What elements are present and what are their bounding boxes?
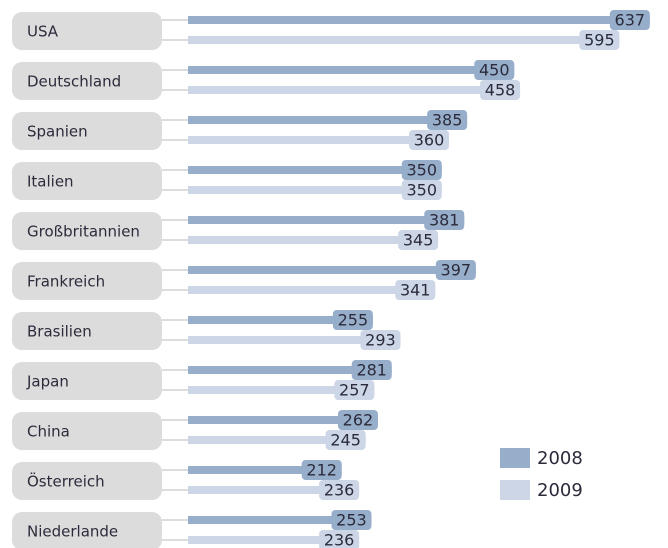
category-pill [12,312,162,350]
value-box [360,330,401,350]
value-label: 212 [306,461,337,480]
value-label: 236 [324,481,355,500]
value-label: 281 [356,361,387,380]
bar [188,236,439,244]
value-label: 257 [339,381,370,400]
category-pill [12,262,162,300]
value-label: 236 [324,531,355,548]
bar [188,286,436,294]
bar [188,66,515,74]
bar [188,416,378,424]
value-box [401,160,442,180]
category-label: Italien [27,173,74,191]
category-pill [12,112,162,150]
category-label: USA [27,23,59,41]
value-box [331,510,372,530]
category-label: Niederlande [27,523,118,541]
category-label: China [27,423,70,441]
bar [188,516,372,524]
category-pill [12,62,162,100]
value-box [609,10,650,30]
category-label: Großbritannien [27,223,140,241]
category-label: Japan [26,373,69,391]
category-pill [12,362,162,400]
value-box [351,360,392,380]
bar [188,486,360,494]
value-box [337,410,378,430]
value-box [319,530,360,548]
bar [188,116,468,124]
bar [188,136,449,144]
value-label: 595 [584,31,615,50]
value-box [435,260,476,280]
bar [188,536,360,544]
legend-swatch [500,480,530,500]
bar [188,36,620,44]
legend-label: 2008 [537,448,583,469]
value-box [480,80,521,100]
bar [188,366,392,374]
value-box [325,430,366,450]
value-label: 341 [400,281,431,300]
bar [188,336,401,344]
value-box [474,60,515,80]
category-label: Frankreich [27,273,105,291]
value-label: 253 [336,511,367,530]
category-pill [12,462,162,500]
value-label: 381 [429,211,460,230]
bar [188,86,521,94]
value-box [424,210,465,230]
value-box [334,380,375,400]
value-label: 293 [365,331,396,350]
value-label: 458 [485,81,516,100]
category-label: Österreich [27,472,105,491]
category-pill [12,162,162,200]
value-box [401,180,442,200]
category-pill [12,412,162,450]
bar [188,166,442,174]
category-label: Spanien [27,123,88,141]
bar [188,216,465,224]
bar [188,266,476,274]
bar [188,386,375,394]
value-box [427,110,468,130]
bar [188,436,366,444]
value-label: 637 [615,11,646,30]
value-label: 350 [406,161,437,180]
category-pill [12,512,162,548]
bar [188,16,650,24]
value-box [395,280,436,300]
category-pill [12,12,162,50]
legend-label: 2009 [537,480,583,501]
bar [188,316,373,324]
value-box [319,480,360,500]
value-box [579,30,620,50]
category-pill [12,212,162,250]
value-label: 262 [343,411,374,430]
value-box [301,460,342,480]
value-label: 450 [479,61,510,80]
category-label: Deutschland [27,73,121,91]
legend-swatch [500,448,530,468]
value-label: 245 [330,431,361,450]
value-box [398,230,439,250]
value-label: 255 [338,311,369,330]
value-label: 397 [441,261,472,280]
value-box [409,130,449,150]
value-label: 345 [403,231,434,250]
bar [188,466,342,474]
value-label: 350 [406,181,437,200]
bar [188,186,442,194]
value-label: 385 [432,111,463,130]
category-label: Brasilien [27,323,92,341]
value-box [332,310,373,330]
value-label: 360 [414,131,445,150]
